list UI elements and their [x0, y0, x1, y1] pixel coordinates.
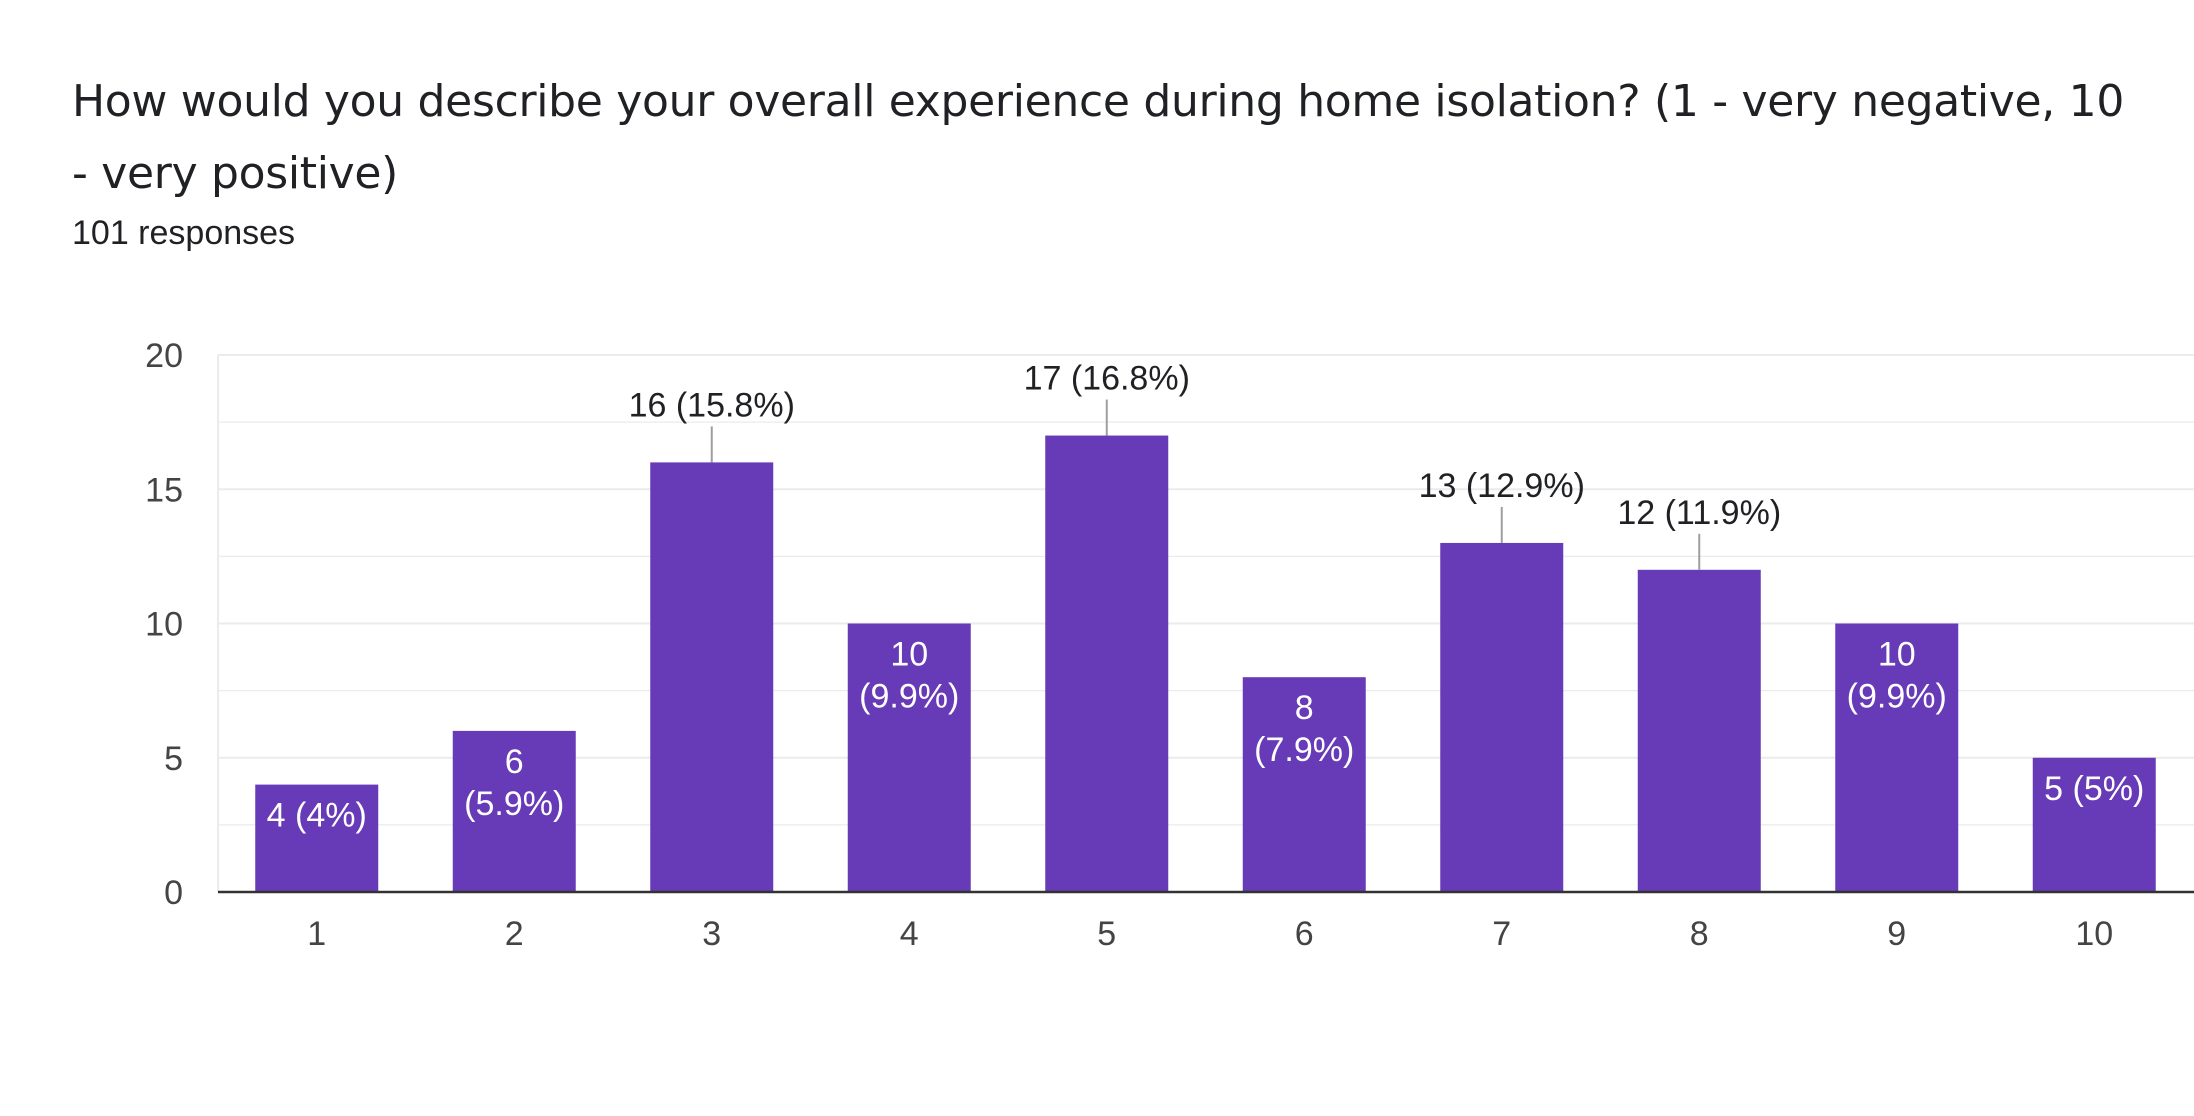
- x-tick-label: 5: [1097, 915, 1116, 953]
- question-title: How would you describe your overall expe…: [72, 76, 2125, 199]
- data-label: 10: [890, 636, 928, 674]
- data-label: 5 (5%): [2044, 770, 2144, 808]
- x-tick-label: 7: [1492, 915, 1511, 953]
- y-tick-label: 20: [145, 337, 183, 375]
- x-tick-label: 1: [307, 915, 326, 953]
- x-tick-label: 2: [505, 915, 524, 953]
- data-label: 10: [1878, 636, 1916, 674]
- data-label: 16 (15.8%): [629, 386, 795, 424]
- data-label: (5.9%): [464, 785, 564, 823]
- bar-4: [847, 623, 971, 892]
- chart-bars: [255, 435, 2156, 892]
- data-label: 4 (4%): [267, 797, 367, 835]
- response-count: 101 responses: [72, 214, 296, 252]
- bar-8: [1637, 569, 1761, 892]
- data-label: (9.9%): [1847, 678, 1947, 716]
- data-label: 6: [505, 743, 524, 781]
- bar-2: [452, 730, 576, 892]
- bar-1: [255, 784, 379, 892]
- data-label: (9.9%): [859, 678, 959, 716]
- y-tick-label: 10: [145, 606, 183, 644]
- bar-6: [1242, 677, 1366, 892]
- bar-10: [2032, 757, 2156, 892]
- bar-7: [1440, 542, 1564, 892]
- x-tick-label: 10: [2075, 915, 2113, 953]
- y-tick-label: 0: [164, 874, 183, 912]
- y-tick-label: 5: [164, 740, 183, 778]
- data-label: 8: [1295, 689, 1314, 727]
- chart-axes: 0 5 10 15 20 1 2 3 4 5 6 7 8 9 10: [145, 337, 2194, 953]
- chart-data-labels: 4 (4%) 6 (5.9%) 16 (15.8%) 10 (9.9%) 17 (16.8%…: [267, 360, 2145, 835]
- x-tick-label: 8: [1690, 915, 1709, 953]
- data-label: (7.9%): [1254, 731, 1354, 769]
- x-tick-label: 3: [702, 915, 721, 953]
- bar-9: [1835, 623, 1959, 892]
- y-tick-label: 15: [145, 471, 183, 509]
- x-tick-label: 6: [1295, 915, 1314, 953]
- data-label: 12 (11.9%): [1617, 494, 1781, 532]
- x-tick-label: 4: [900, 915, 919, 953]
- data-label: 13 (12.9%): [1419, 467, 1585, 505]
- bar-3: [650, 462, 774, 892]
- bar-5: [1045, 435, 1169, 892]
- x-tick-label: 9: [1887, 915, 1906, 953]
- data-label: 17 (16.8%): [1024, 360, 1190, 398]
